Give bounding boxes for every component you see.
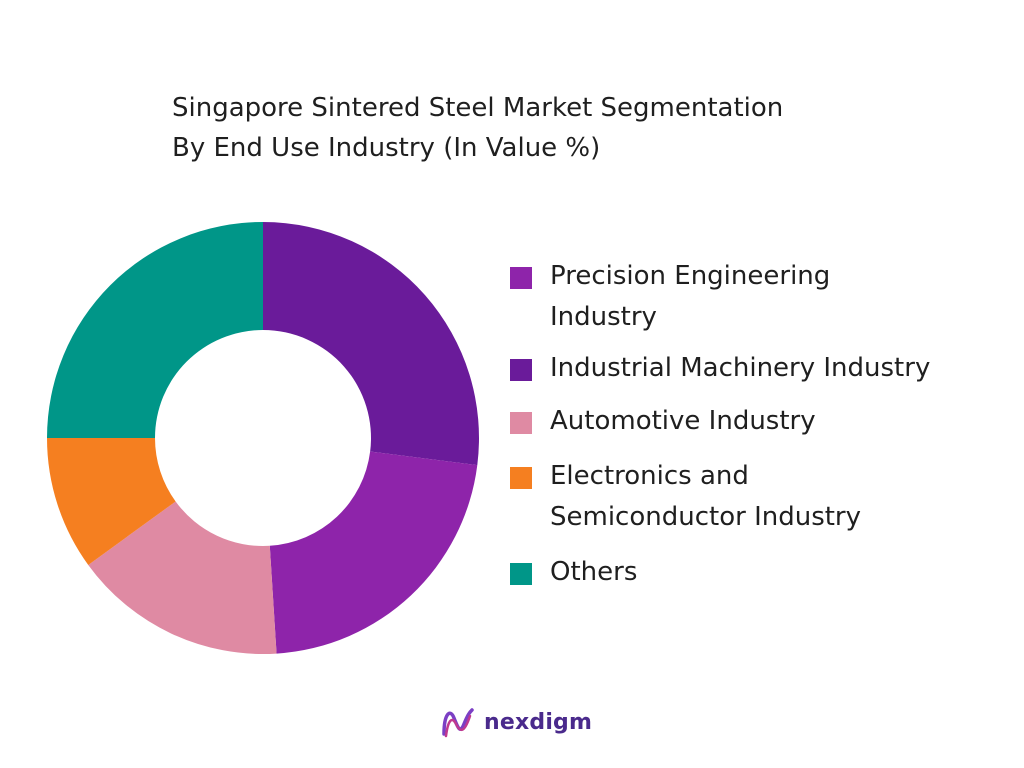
- chart-title: Singapore Sintered Steel Market Segmenta…: [172, 88, 932, 168]
- legend-swatch: [510, 563, 532, 585]
- donut-chart: [47, 222, 479, 654]
- chart-title-line-1: Singapore Sintered Steel Market Segmenta…: [172, 93, 784, 123]
- legend-label: Others: [550, 557, 638, 587]
- legend-swatch: [510, 467, 532, 489]
- legend-swatch: [510, 267, 532, 289]
- chart-title-line-2: By End Use Industry (In Value %): [172, 133, 601, 163]
- legend-item: Precision Engineering Industry: [510, 256, 830, 338]
- brand-logo: nexdigm: [440, 704, 592, 740]
- legend-item: Others: [510, 552, 637, 593]
- nexdigm-logo-icon: [442, 708, 474, 738]
- donut-slice-others: [47, 222, 263, 438]
- brand-name: nexdigm: [484, 709, 593, 735]
- legend-label: Industrial Machinery Industry: [550, 353, 931, 383]
- legend-label: Precision Engineering Industry: [550, 261, 831, 332]
- donut-slice-automotive-industry: [88, 501, 277, 654]
- donut-slice-electronics-and-semiconductor-industry: [47, 438, 176, 565]
- donut-slice-industrial-machinery-industry: [263, 222, 479, 466]
- legend-label: Electronics and Semiconductor Industry: [550, 461, 862, 532]
- legend-swatch: [510, 412, 532, 434]
- donut-slice-precision-engineering-industry: [269, 451, 478, 654]
- legend-label: Automotive Industry: [550, 406, 816, 436]
- legend-item: Electronics and Semiconductor Industry: [510, 456, 861, 538]
- legend-item: Industrial Machinery Industry: [510, 348, 930, 389]
- legend-item: Automotive Industry: [510, 401, 816, 442]
- legend-swatch: [510, 359, 532, 381]
